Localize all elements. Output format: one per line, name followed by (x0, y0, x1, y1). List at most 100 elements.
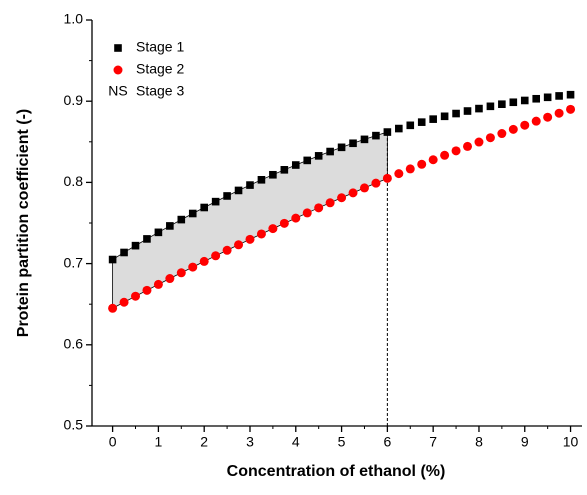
y-tick-label: 0.8 (64, 173, 84, 189)
x-tick-label: 1 (155, 434, 163, 450)
shaded-region (112, 131, 388, 309)
point (279, 218, 289, 228)
point (566, 90, 575, 99)
point (154, 228, 163, 237)
point (325, 198, 335, 208)
point (131, 241, 140, 250)
legend-label: NS (108, 83, 127, 99)
point (543, 93, 552, 102)
point (246, 181, 254, 189)
legend-label: Stage 3 (136, 83, 184, 99)
point (211, 251, 221, 261)
point (383, 128, 392, 136)
point (165, 274, 175, 284)
point (211, 197, 220, 206)
point (153, 279, 163, 289)
legend-label: Stage 1 (136, 39, 184, 55)
y-tick-label: 0.7 (64, 254, 84, 270)
point (245, 234, 255, 244)
y-tick-label: 0.5 (64, 417, 84, 433)
point (166, 222, 174, 230)
point (303, 156, 312, 165)
point (508, 124, 518, 134)
point (291, 161, 300, 169)
point (302, 208, 312, 218)
point (382, 173, 392, 183)
legend-marker (113, 65, 123, 75)
legend-marker (114, 44, 122, 52)
point (326, 147, 334, 156)
point (531, 116, 541, 126)
point (119, 297, 129, 307)
point (475, 104, 483, 113)
point (417, 118, 426, 126)
point (188, 209, 197, 218)
point (268, 224, 278, 234)
point (497, 129, 507, 139)
point (555, 92, 563, 100)
point (543, 112, 553, 122)
point (337, 143, 346, 152)
point (177, 215, 186, 224)
y-axis-label: Protein partition coefficient (-) (15, 109, 32, 337)
point (337, 193, 347, 203)
point (429, 115, 437, 123)
y-tick-label: 0.9 (64, 92, 84, 108)
point (349, 139, 357, 148)
point (360, 135, 369, 144)
y-tick-label: 1.0 (64, 11, 84, 27)
point (108, 303, 118, 313)
point (498, 100, 506, 109)
point (234, 186, 243, 195)
point (474, 137, 484, 147)
x-tick-label: 9 (521, 434, 529, 450)
point (554, 108, 564, 118)
x-tick-label: 3 (246, 434, 254, 450)
x-tick-label: 10 (563, 434, 579, 450)
x-tick-label: 0 (109, 434, 117, 450)
point (509, 98, 518, 107)
x-tick-label: 5 (338, 434, 346, 450)
point (188, 262, 198, 272)
x-tick-label: 6 (383, 434, 391, 450)
point (428, 155, 438, 165)
x-tick-label: 2 (200, 434, 208, 450)
x-axis-label: Concentration of ethanol (%) (227, 463, 446, 480)
x-tick-label: 7 (429, 434, 437, 450)
point (405, 164, 415, 174)
point (223, 192, 231, 200)
x-tick-label: 4 (292, 434, 300, 450)
point (463, 107, 472, 115)
point (131, 291, 141, 301)
point (256, 229, 266, 239)
legend-label: Stage 2 (136, 61, 184, 77)
point (417, 159, 427, 169)
point (440, 112, 449, 121)
point (222, 245, 232, 255)
point (532, 94, 541, 103)
point (280, 166, 289, 174)
y-tick-label: 0.6 (64, 336, 84, 352)
point (291, 213, 301, 223)
point (566, 104, 576, 114)
point (451, 146, 461, 156)
point (395, 124, 403, 133)
point (143, 235, 151, 243)
point (348, 188, 358, 198)
point (406, 121, 415, 130)
point (120, 248, 128, 257)
point (108, 255, 117, 264)
point (440, 150, 450, 160)
point (486, 102, 495, 111)
point (394, 169, 404, 179)
point (359, 183, 369, 193)
point (452, 109, 460, 118)
x-tick-label: 8 (475, 434, 483, 450)
point (520, 96, 529, 105)
point (199, 256, 209, 266)
point (314, 152, 323, 160)
point (142, 285, 152, 295)
point (485, 133, 495, 143)
point (257, 176, 266, 184)
